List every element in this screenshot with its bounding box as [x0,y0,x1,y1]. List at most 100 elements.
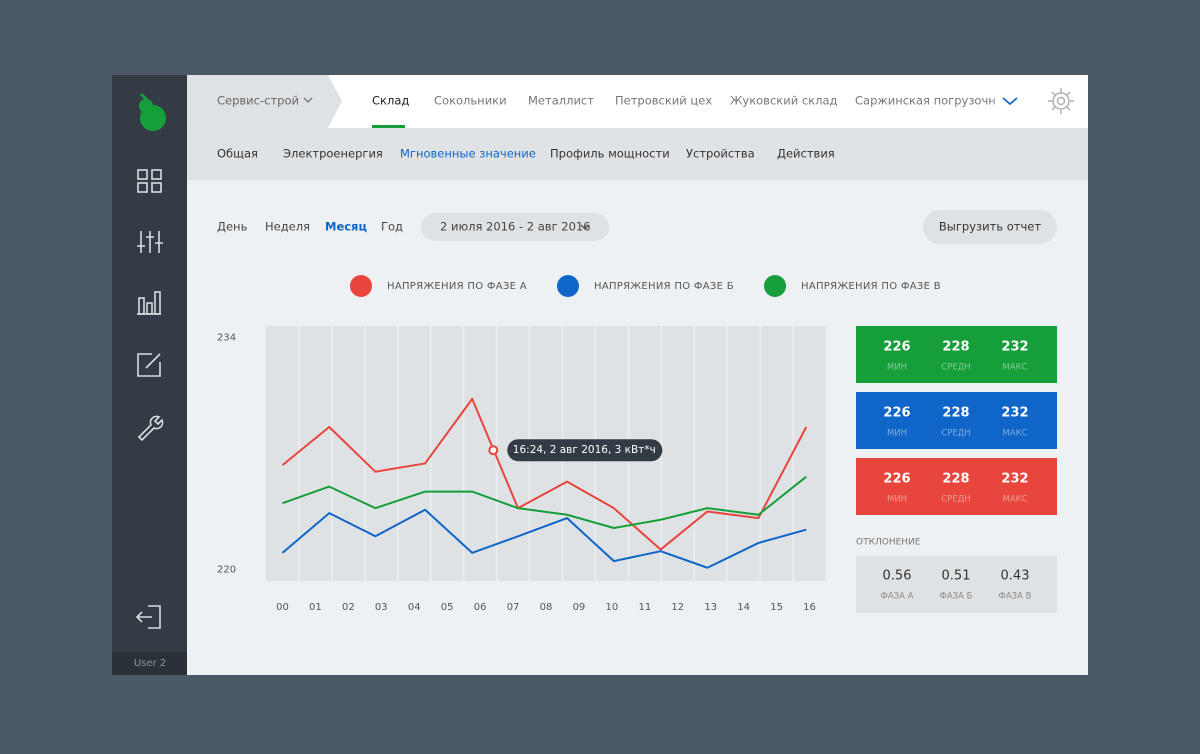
stat-card [856,392,1057,449]
stat-value: 228 [942,472,969,487]
edit-icon[interactable] [137,353,161,377]
deviation-title: ОТКЛОНЕНИЕ [856,538,921,548]
subtab[interactable]: Общая [217,147,258,161]
tabs-dropdown[interactable] [1002,97,1018,106]
line [282,475,807,530]
tab[interactable]: Сокольники [434,94,507,108]
period[interactable]: Год [381,220,403,234]
chevron [580,224,590,230]
logo [139,92,166,131]
stat-value: 232 [1001,340,1028,355]
deviation-value: 0.51 [942,569,971,584]
y-tick-label: 220 [217,564,236,575]
deviation-value: 0.43 [1001,569,1030,584]
sub-bar [187,128,1088,180]
subtab[interactable]: Устройства [686,147,755,161]
x-tick-label: 09 [573,602,586,613]
dashboard-icon[interactable] [137,169,162,193]
stat-label: СРЕДН [941,495,970,505]
period[interactable]: День [217,220,248,234]
date-picker[interactable] [421,213,609,241]
x-tick-label: 04 [408,602,421,613]
logout-icon[interactable] [135,605,161,629]
tooltip-text: 16:24, 2 авг 2016, 3 кВт*ч [513,444,656,456]
deviation-value: 0.56 [883,569,912,584]
reports-icon[interactable] [137,291,161,315]
x-tick-label: 00 [276,602,289,613]
tooltip [507,439,663,462]
deviation-label: ФАЗА А [881,592,914,602]
x-tick-label: 12 [671,602,684,613]
annotation-point [488,445,499,456]
gear-icon[interactable] [1048,88,1074,114]
stat-card [856,326,1057,383]
x-tick-label: 05 [441,602,454,613]
date-range[interactable]: 2 июля 2016 - 2 авг 2016 [440,220,591,234]
tab[interactable]: Металлист [528,94,594,108]
x-tick-label: 03 [375,602,388,613]
deviation-label: ФАЗА В [999,592,1032,602]
stat-label: МИН [887,429,907,439]
x-tick-label: 14 [737,602,750,613]
subtab[interactable]: Действия [777,147,835,161]
x-tick-label: 13 [704,602,717,613]
period[interactable]: Месяц [325,220,367,234]
line [281,508,807,569]
subtab[interactable]: Мгновенные значение [400,147,536,161]
export-button[interactable] [923,210,1057,244]
stat-card [856,458,1057,515]
stat-value: 228 [942,340,969,355]
x-tick-label: 07 [507,602,520,613]
tab-underline [372,125,405,128]
line [281,397,808,551]
stat-value: 232 [1001,406,1028,421]
stat-label: МАКС [1002,363,1027,373]
legend-swatch[interactable] [350,275,372,297]
stat-value: 226 [883,406,910,421]
legend-swatch[interactable] [764,275,786,297]
deviation-card [856,556,1057,613]
y-tick-label: 234 [217,333,236,344]
breadcrumb-label[interactable]: Сервис-строй [217,94,299,108]
tab-fade [930,80,1010,120]
x-tick-label: 08 [540,602,553,613]
x-tick-label: 11 [638,602,651,613]
user-name: User 2 [134,658,166,669]
x-tick-label: 15 [770,602,783,613]
sidebar [112,75,187,675]
x-tick-label: 02 [342,602,355,613]
stat-label: МАКС [1002,495,1027,505]
tab[interactable]: Жуковский склад [730,94,837,108]
legend-swatch[interactable] [557,275,579,297]
chevron [303,97,313,103]
stat-value: 226 [883,340,910,355]
deviation-label: ФАЗА Б [940,592,973,602]
tab[interactable]: Склад [372,94,409,108]
period[interactable]: Неделя [265,220,310,234]
tools-icon[interactable] [137,415,164,442]
stat-label: СРЕДН [941,429,970,439]
x-tick-label: 01 [309,602,322,613]
stat-label: МИН [887,495,907,505]
stat-label: МАКС [1002,429,1027,439]
stat-label: МИН [887,363,907,373]
subtab[interactable]: Профиль мощности [550,147,670,161]
x-tick-label: 16 [803,602,816,613]
legend-label[interactable]: НАПРЯЖЕНИЯ ПО ФАЗЕ В [801,281,941,292]
legend-label[interactable]: НАПРЯЖЕНИЯ ПО ФАЗЕ Б [594,281,734,292]
user-bar [112,652,187,675]
subtab[interactable]: Электроенергия [283,147,383,161]
stat-value: 226 [883,472,910,487]
breadcrumb[interactable] [187,75,342,128]
stat-label: СРЕДН [941,363,970,373]
stat-value: 232 [1001,472,1028,487]
legend-label[interactable]: НАПРЯЖЕНИЯ ПО ФАЗЕ А [387,281,527,292]
settings-icon[interactable] [137,231,163,253]
export-label[interactable]: Выгрузить отчет [939,220,1041,234]
tab[interactable]: Петровский цех [615,94,712,108]
stat-value: 228 [942,406,969,421]
x-tick-label: 06 [474,602,487,613]
x-tick-label: 10 [606,602,619,613]
